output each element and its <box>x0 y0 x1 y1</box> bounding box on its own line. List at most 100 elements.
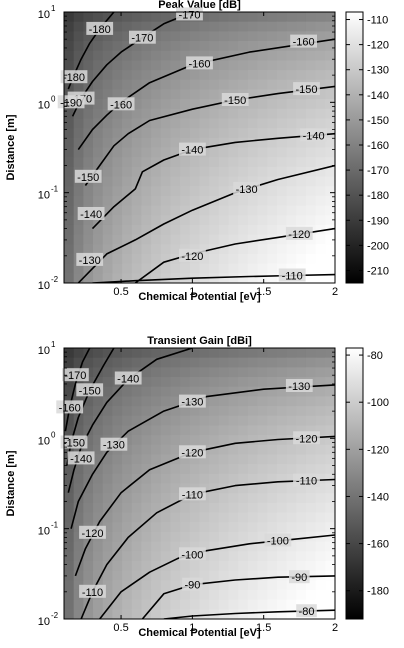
heatmap-cell <box>160 89 172 100</box>
heatmap-cell <box>267 234 278 245</box>
heatmap-cell <box>160 224 172 236</box>
heatmap-cell <box>228 147 239 158</box>
heatmap-cell <box>238 195 249 207</box>
heatmap-cell <box>64 386 75 397</box>
heatmap-cell <box>102 12 113 23</box>
heatmap-cell <box>131 157 143 168</box>
heatmap-cell <box>83 493 94 504</box>
heatmap-cell <box>189 541 201 552</box>
heatmap-cell <box>141 108 152 120</box>
heatmap-cell <box>131 454 143 465</box>
heatmap-surface <box>64 12 335 283</box>
heatmap-cell <box>160 464 172 475</box>
heatmap-cell <box>325 244 335 255</box>
heatmap-cell <box>64 512 75 523</box>
heatmap-cell <box>93 512 104 523</box>
heatmap-cell <box>267 609 278 619</box>
heatmap-cell <box>267 166 278 178</box>
heatmap-cell <box>238 224 249 236</box>
heatmap-cell <box>151 377 162 388</box>
heatmap-cell <box>199 128 210 139</box>
heatmap-cell <box>131 41 143 52</box>
heatmap-cell <box>160 99 172 110</box>
heatmap-cell <box>131 493 143 504</box>
heatmap-cell <box>209 147 220 158</box>
heatmap-cell <box>131 99 143 110</box>
heatmap-cell <box>141 531 152 543</box>
heatmap-cell <box>73 244 84 255</box>
heatmap-cell <box>141 454 152 465</box>
heatmap-cell <box>64 215 75 226</box>
heatmap-cell <box>267 60 278 71</box>
heatmap-cell <box>102 273 113 283</box>
heatmap-cell <box>83 560 94 572</box>
heatmap-cell <box>315 41 326 52</box>
contour-label: -170 <box>64 370 86 382</box>
heatmap-cell <box>93 50 104 61</box>
heatmap-cell <box>238 118 249 129</box>
heatmap-cell <box>102 157 113 168</box>
x-tick-label: 0.5 <box>113 286 128 298</box>
heatmap-cell <box>218 244 230 255</box>
heatmap-cell <box>305 560 317 572</box>
heatmap-cell <box>180 215 191 226</box>
heatmap-cell <box>160 396 172 407</box>
heatmap-cell <box>209 128 220 139</box>
heatmap-cell <box>286 580 297 591</box>
heatmap-cell <box>267 99 278 110</box>
heatmap-cell <box>286 444 297 456</box>
heatmap-cell <box>276 396 288 407</box>
heatmap-cell <box>286 493 297 504</box>
heatmap-cell <box>238 444 249 456</box>
heatmap-cell <box>83 541 94 552</box>
heatmap-cell <box>209 435 220 446</box>
heatmap-cell <box>218 406 230 417</box>
heatmap-cell <box>257 157 268 168</box>
heatmap-cell <box>267 502 278 514</box>
heatmap-cell <box>286 128 297 139</box>
heatmap-cell <box>93 599 104 610</box>
heatmap-cell <box>122 12 133 23</box>
heatmap-cell <box>218 551 230 562</box>
heatmap-cell <box>141 473 152 485</box>
heatmap-cell <box>189 589 201 601</box>
heatmap-cell <box>141 273 152 283</box>
heatmap-cell <box>93 348 104 359</box>
heatmap-cell <box>189 234 201 245</box>
heatmap-cell <box>189 512 201 523</box>
contour-label: -130 <box>181 397 203 409</box>
heatmap-cell <box>238 263 249 274</box>
heatmap-cell <box>170 435 181 446</box>
heatmap-cell <box>160 253 172 265</box>
contour-label-bg <box>179 394 206 408</box>
heatmap-cell <box>296 99 307 110</box>
heatmap-cell <box>238 166 249 178</box>
heatmap-cell <box>218 215 230 226</box>
heatmap-cell <box>218 415 230 427</box>
contour-label: -140 <box>117 374 139 386</box>
heatmap-cell <box>122 89 133 100</box>
heatmap-cell <box>180 589 191 601</box>
heatmap-cell <box>141 589 152 601</box>
heatmap-cell <box>160 215 172 226</box>
heatmap-cell <box>122 224 133 236</box>
heatmap-cell <box>286 137 297 149</box>
contour-label: -140 <box>303 130 325 142</box>
heatmap-cell <box>218 348 230 359</box>
heatmap-cell <box>305 70 317 81</box>
heatmap-cell <box>315 205 326 216</box>
heatmap-cell <box>112 234 123 245</box>
heatmap-cell <box>228 108 239 120</box>
heatmap-cell <box>218 12 230 23</box>
heatmap-cell <box>218 580 230 591</box>
contour-label-bg <box>179 445 206 459</box>
heatmap-cell <box>247 541 259 552</box>
heatmap-cell <box>160 118 172 129</box>
heatmap-cell <box>276 99 288 110</box>
heatmap-cell <box>122 157 133 168</box>
heatmap-cell <box>276 406 288 417</box>
contour-label-bg <box>76 252 104 266</box>
heatmap-cell <box>189 31 201 42</box>
heatmap-cell <box>73 589 84 601</box>
